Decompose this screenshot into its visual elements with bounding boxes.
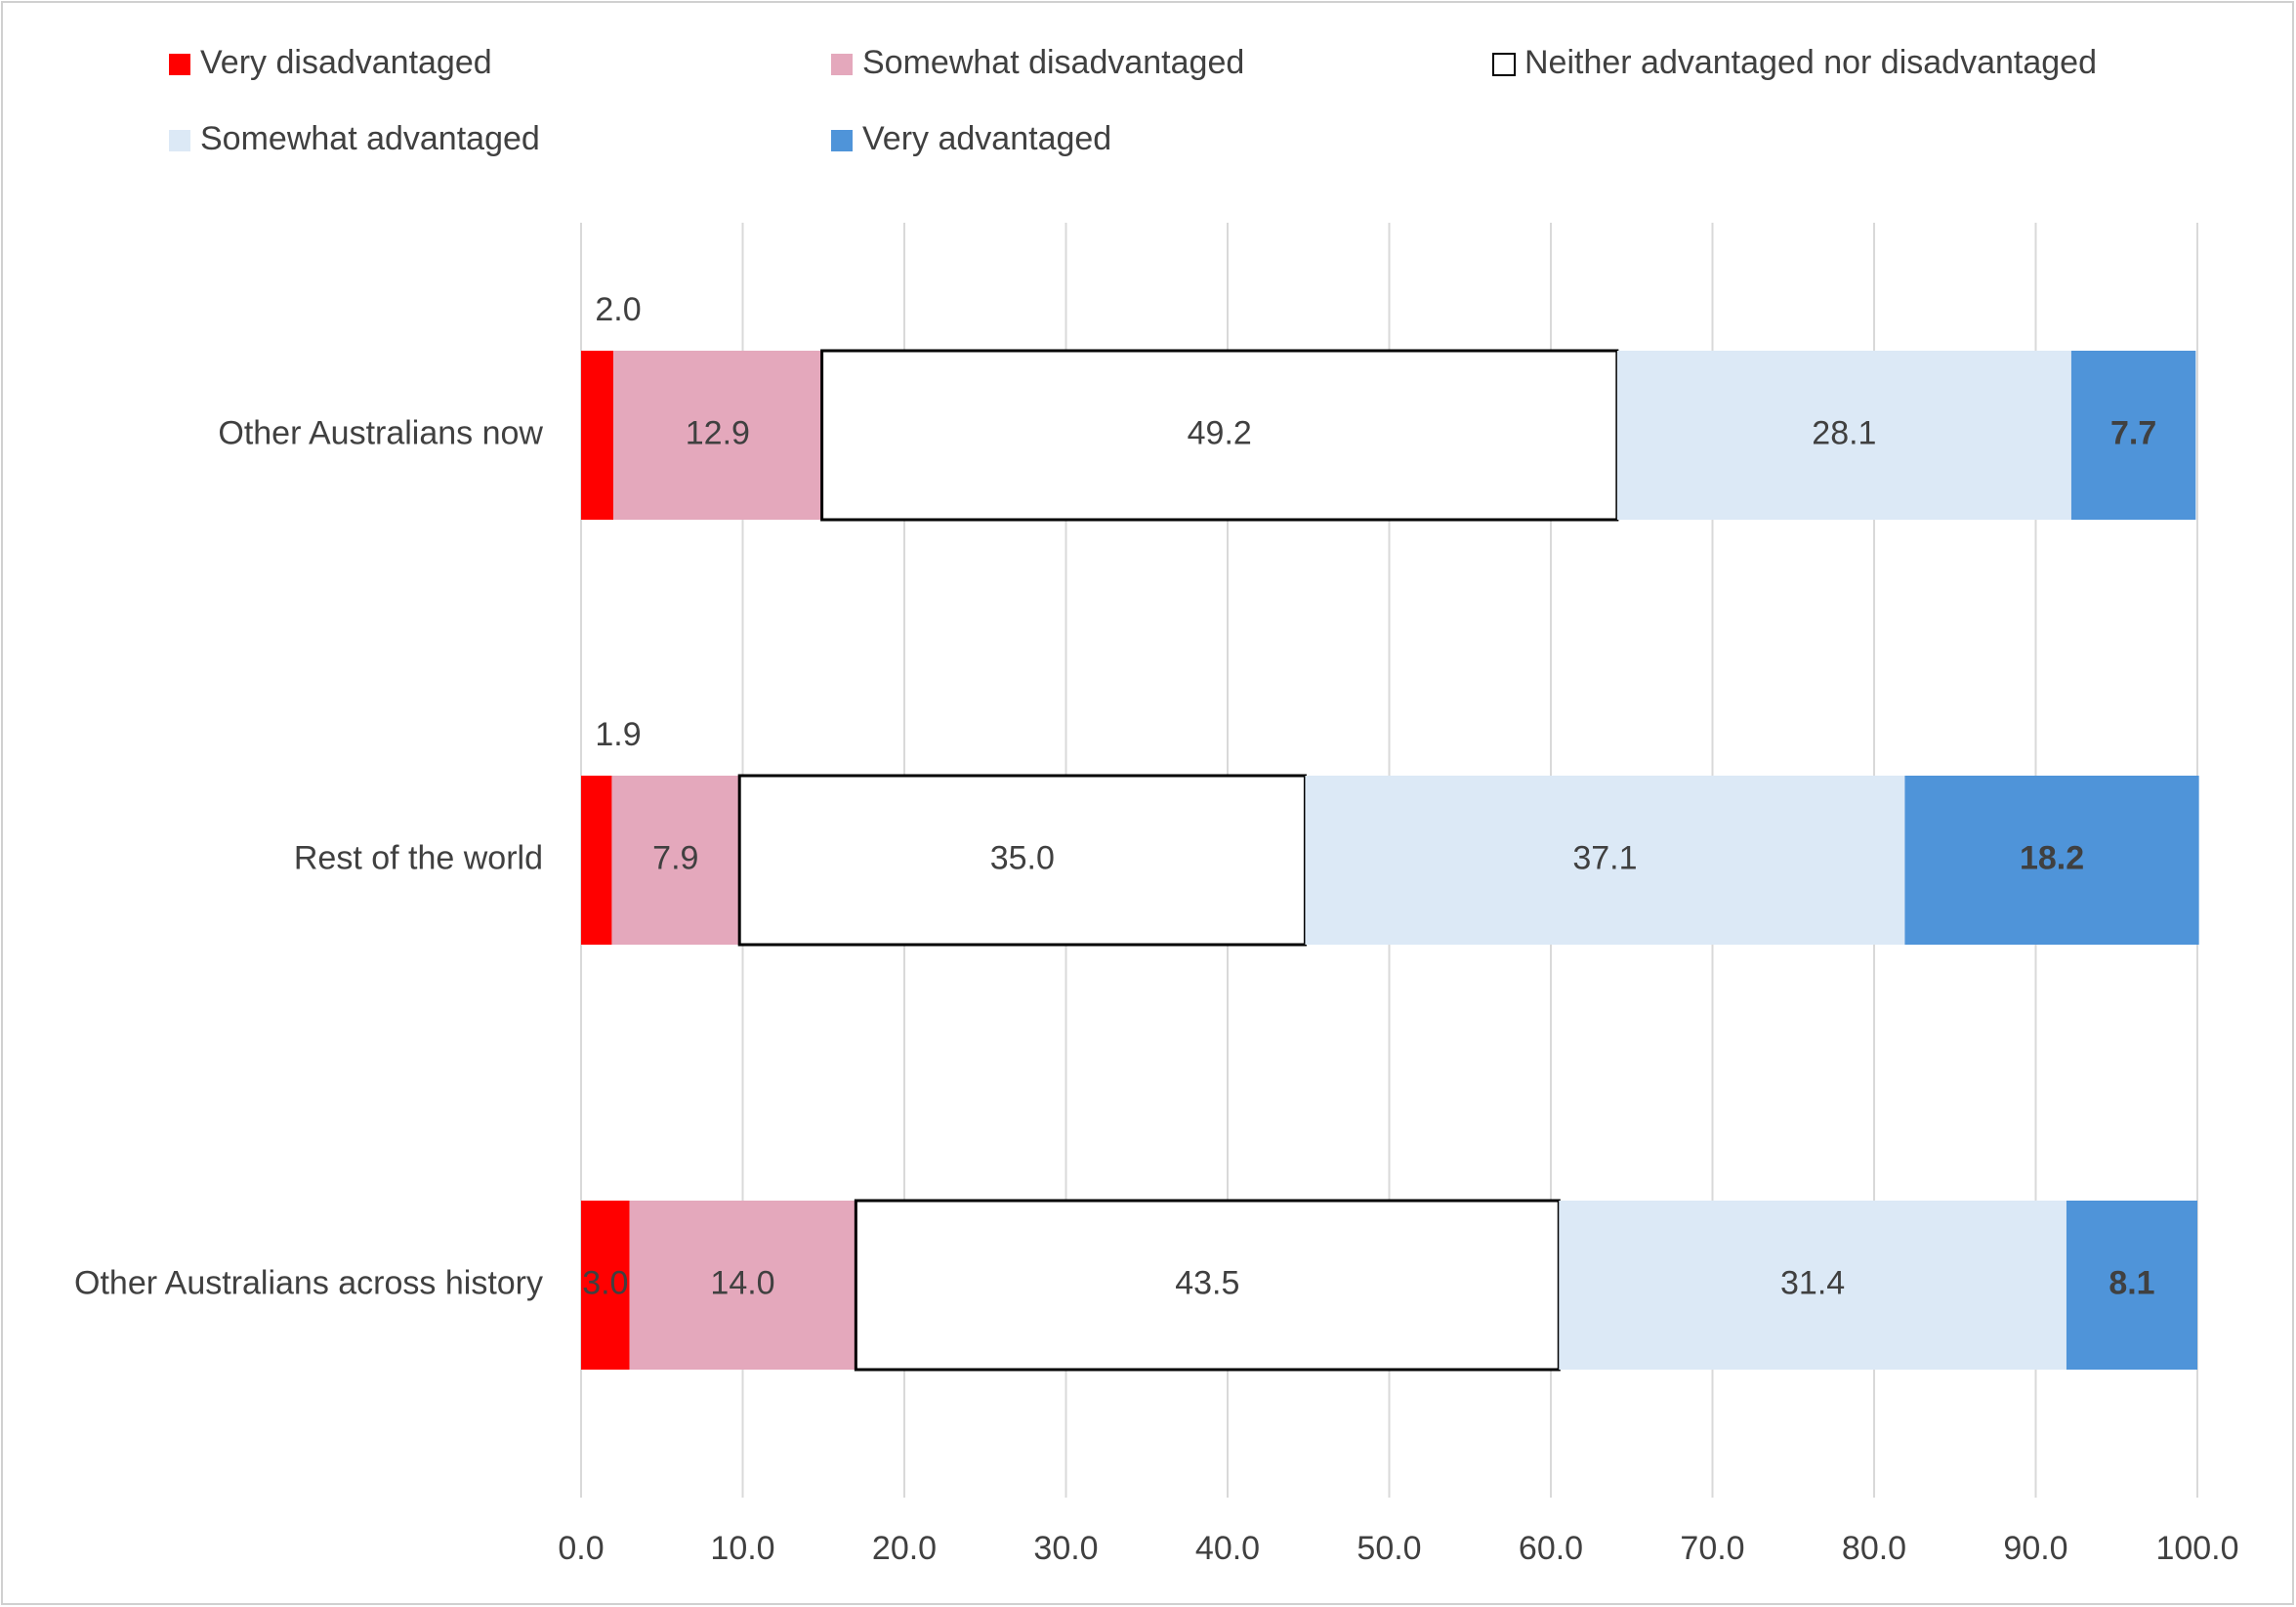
legend-swatch [169,130,190,151]
bar-segment [1904,776,2199,945]
bar-segment [629,1201,856,1370]
data-label: 12.9 [686,414,750,451]
bar-segment [613,351,822,520]
y-tick-label: Rest of the world [294,839,543,876]
x-tick-label: 40.0 [1195,1530,1260,1567]
data-label: 35.0 [990,839,1055,876]
bar-segment [2066,1201,2197,1370]
y-tick-label: Other Australians across history [74,1264,543,1301]
legend-label: Neither advantaged nor disadvantaged [1524,44,2097,81]
legend-label: Somewhat disadvantaged [862,44,1244,81]
bar-segment [1616,351,2071,520]
x-tick-label: 70.0 [1680,1530,1744,1567]
x-tick-label: 90.0 [2003,1530,2067,1567]
x-tick-label: 10.0 [710,1530,774,1567]
bar-segment [581,351,614,520]
data-label: 8.1 [2108,1264,2154,1301]
bar-segment [737,774,1307,947]
data-label: 31.4 [1780,1264,1845,1301]
bar-segment [1559,1201,2066,1370]
legend-swatch [1492,53,1516,76]
bar-segment [854,1199,1561,1372]
y-tick-label: Other Australians now [218,414,543,451]
bar-segment [581,1201,630,1370]
x-tick-label: 20.0 [872,1530,937,1567]
x-tick-label: 100.0 [2155,1530,2238,1567]
legend-label: Somewhat advantaged [200,120,540,157]
data-label: 2.0 [595,291,641,328]
data-label: 7.7 [2110,414,2156,451]
data-label: 3.0 [582,1264,628,1301]
legend-swatch [831,130,853,151]
x-tick-label: 0.0 [558,1530,604,1567]
legend-swatch [831,54,853,75]
data-label: 14.0 [710,1264,774,1301]
x-tick-label: 60.0 [1519,1530,1583,1567]
legend-label: Very disadvantaged [200,44,492,81]
x-tick-label: 50.0 [1357,1530,1421,1567]
data-label: 49.2 [1188,414,1252,451]
bar-segment [2070,351,2196,520]
data-label: 28.1 [1812,414,1876,451]
bar-segment [611,776,740,945]
bar-segment [581,776,612,945]
legend-swatch [169,54,190,75]
data-label: 7.9 [652,839,698,876]
x-tick-label: 80.0 [1842,1530,1906,1567]
data-label: 1.9 [595,716,641,753]
data-label: 37.1 [1572,839,1637,876]
bar-segment [1305,776,1905,945]
x-tick-label: 30.0 [1033,1530,1098,1567]
data-label: 43.5 [1175,1264,1239,1301]
data-label: 18.2 [2020,839,2084,876]
legend-label: Very advantaged [862,120,1111,157]
